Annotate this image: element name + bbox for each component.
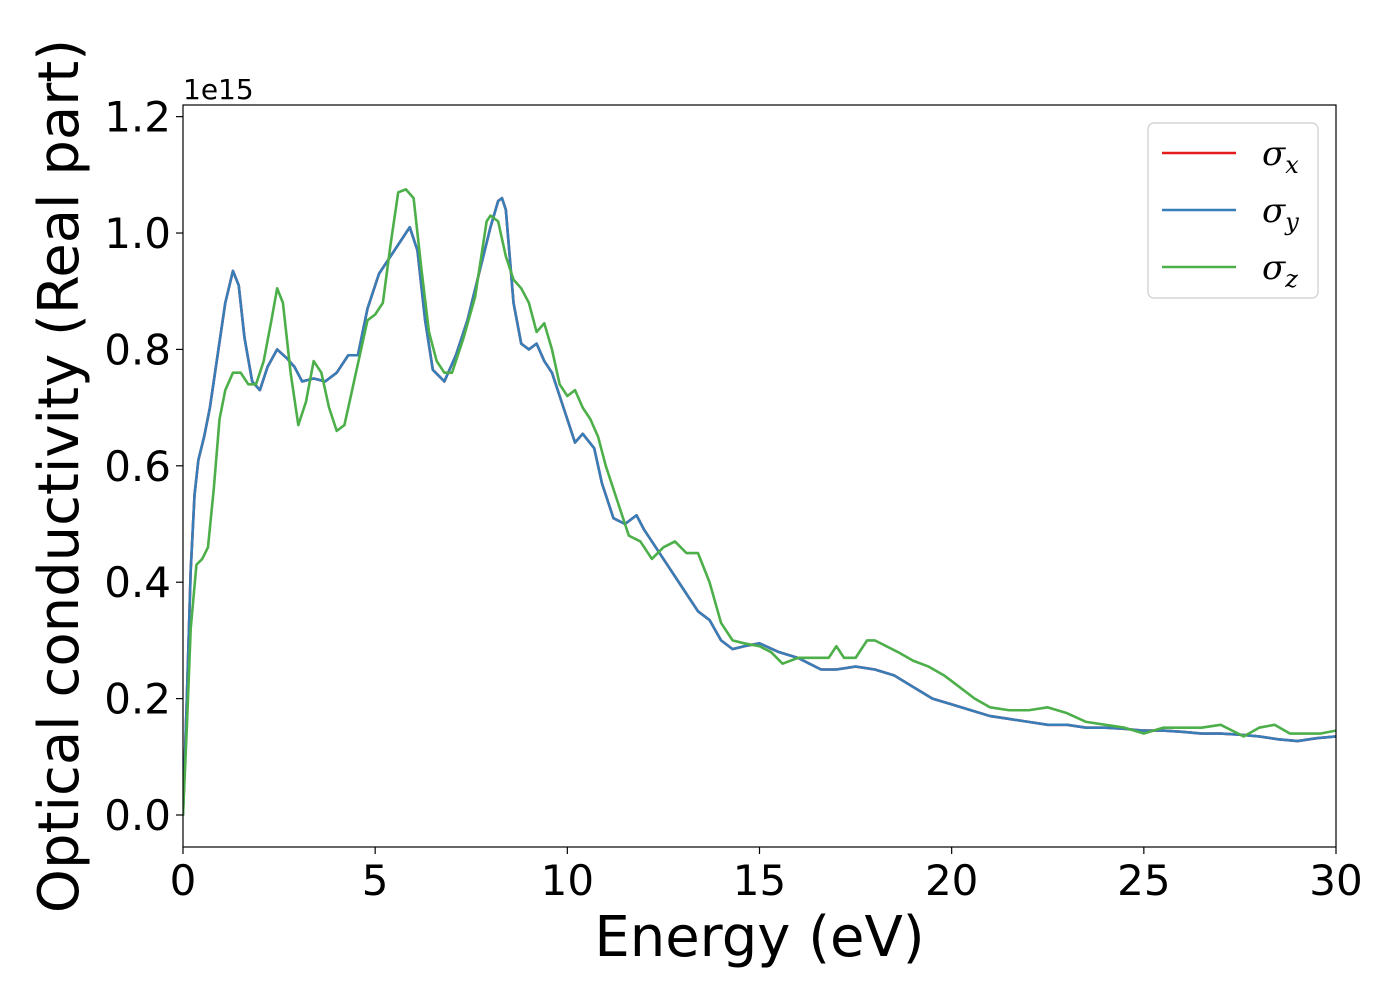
y-tick-label: 0.2 xyxy=(104,675,171,724)
x-axis: 0 5 10 15 20 25 30 xyxy=(170,847,1363,905)
y-tick-label: 0.0 xyxy=(104,791,171,840)
legend-label-x: σx xyxy=(1262,134,1299,179)
y-tick-label: 0.6 xyxy=(104,442,171,491)
legend-label-y: σy xyxy=(1262,191,1299,236)
y-tick-label: 0.4 xyxy=(104,558,171,607)
y-axis: 0.0 0.2 0.4 0.6 0.8 1.0 1.2 xyxy=(104,93,183,840)
y-axis-title: Optical conductivity (Real part) xyxy=(27,39,92,913)
y-offset-label: 1e15 xyxy=(183,73,254,106)
x-tick-label: 15 xyxy=(733,856,786,905)
legend-label-z: σz xyxy=(1262,248,1298,293)
y-tick-label: 0.8 xyxy=(104,325,171,374)
legend: σx σy σz xyxy=(1147,122,1319,299)
x-tick-label: 30 xyxy=(1309,856,1362,905)
x-tick-label: 20 xyxy=(925,856,978,905)
x-tick-label: 5 xyxy=(362,856,389,905)
x-tick-label: 10 xyxy=(541,856,594,905)
y-tick-label: 1.0 xyxy=(104,209,171,258)
y-tick-label: 1.2 xyxy=(104,93,171,142)
series-line-z xyxy=(183,188,1336,817)
x-tick-label: 0 xyxy=(170,856,197,905)
x-axis-title: Energy (eV) xyxy=(594,905,924,970)
series-line-y xyxy=(183,196,1336,817)
x-tick-label: 25 xyxy=(1117,856,1170,905)
plot-lines xyxy=(183,188,1336,817)
